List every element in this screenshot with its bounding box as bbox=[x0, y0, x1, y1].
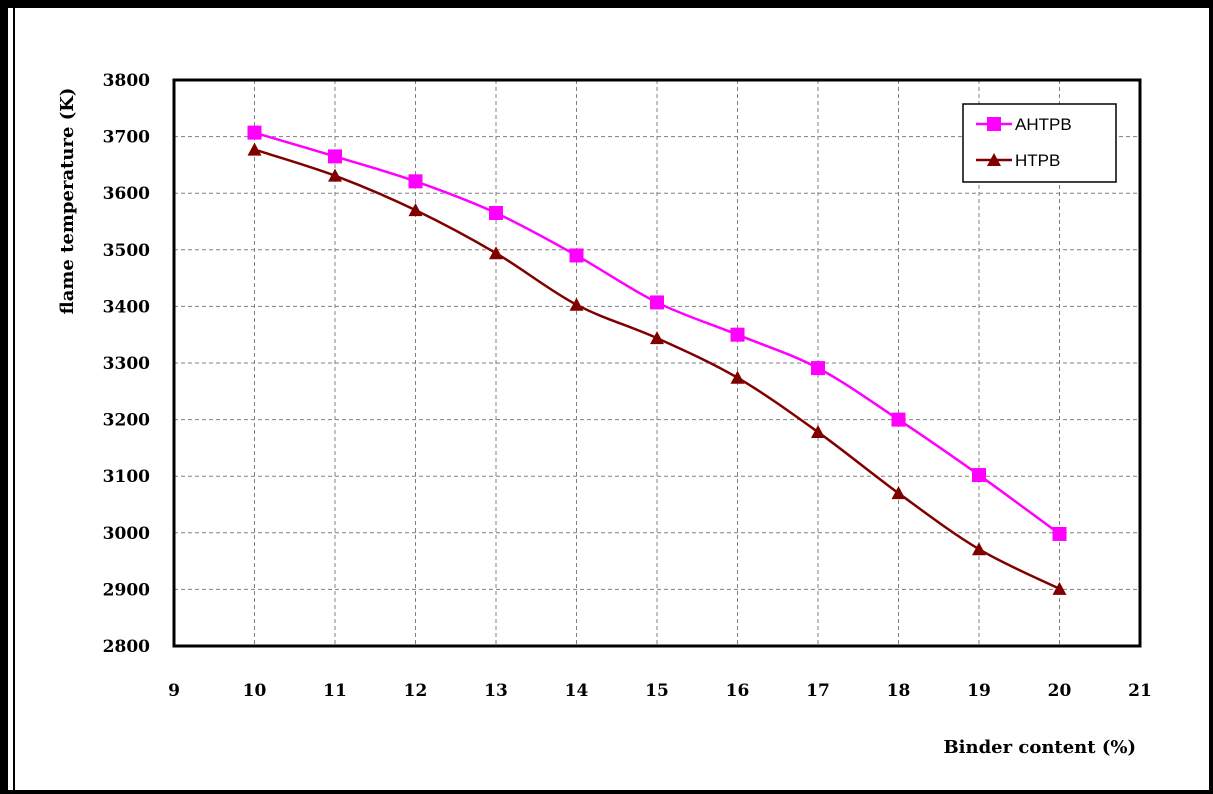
legend-item-ahtpb: AHTPB bbox=[976, 115, 1072, 134]
data-point-square bbox=[730, 327, 745, 342]
legend: AHTPB HTPB bbox=[962, 103, 1117, 183]
x-tick-label: 17 bbox=[806, 681, 830, 701]
y-tick-label: 3100 bbox=[103, 467, 150, 487]
data-point-square bbox=[408, 174, 423, 189]
y-tick-label: 2800 bbox=[103, 637, 150, 657]
data-point-triangle bbox=[891, 486, 906, 500]
series-ahtpb bbox=[247, 125, 1067, 541]
legend-label: AHTPB bbox=[1015, 115, 1072, 134]
x-tick-label: 21 bbox=[1128, 681, 1152, 701]
legend-item-htpb: HTPB bbox=[976, 151, 1060, 170]
data-point-triangle bbox=[1052, 581, 1067, 595]
y-tick-label: 3800 bbox=[103, 71, 150, 91]
y-axis-title: flame temperature (K) bbox=[57, 88, 78, 315]
y-tick-label: 3300 bbox=[103, 354, 150, 374]
x-tick-label: 16 bbox=[726, 681, 750, 701]
data-point-square bbox=[811, 361, 825, 376]
y-tick-label: 3500 bbox=[103, 241, 150, 261]
data-point-triangle bbox=[972, 542, 986, 556]
data-point-triangle bbox=[408, 203, 423, 217]
legend-label: HTPB bbox=[1015, 151, 1060, 170]
x-tick-label: 14 bbox=[565, 681, 589, 701]
y-tick-label: 3600 bbox=[103, 184, 150, 204]
x-tick-label: 13 bbox=[484, 681, 508, 701]
data-point-triangle bbox=[650, 331, 664, 345]
x-tick-label: 15 bbox=[645, 681, 669, 701]
y-tick-labels: 2800 2900 3000 3100 3200 3300 3400 3500 3600 3700… bbox=[103, 71, 150, 657]
series-htpb bbox=[247, 142, 1067, 595]
data-point-square bbox=[891, 412, 906, 427]
data-point-triangle bbox=[730, 370, 745, 384]
x-axis-title: Binder content (%) bbox=[943, 737, 1136, 758]
x-tick-labels: 9 10 11 12 13 14 15 16 17 18 19 20 21 bbox=[168, 681, 1152, 701]
data-point-square bbox=[328, 149, 342, 164]
data-point-square bbox=[972, 468, 986, 483]
data-point-square bbox=[247, 125, 262, 140]
x-tick-label: 12 bbox=[404, 681, 428, 701]
y-tick-label: 3400 bbox=[103, 297, 150, 317]
data-point-square bbox=[987, 117, 1001, 131]
x-tick-label: 11 bbox=[323, 681, 347, 701]
y-tick-label: 3200 bbox=[103, 411, 150, 431]
data-point-triangle bbox=[247, 142, 262, 156]
x-tick-label: 20 bbox=[1048, 681, 1072, 701]
data-point-square bbox=[489, 206, 503, 221]
plot-area bbox=[172, 78, 1142, 648]
x-tick-label: 19 bbox=[967, 681, 991, 701]
x-tick-label: 10 bbox=[243, 681, 267, 701]
y-tick-label: 2900 bbox=[103, 580, 150, 600]
data-point-triangle bbox=[987, 153, 1001, 166]
data-point-triangle bbox=[328, 168, 342, 182]
data-point-triangle bbox=[811, 425, 825, 439]
frame-inner-line bbox=[13, 8, 15, 794]
data-point-square bbox=[1052, 526, 1067, 541]
x-tick-label: 18 bbox=[887, 681, 911, 701]
y-tick-label: 3000 bbox=[103, 524, 150, 544]
x-tick-label: 9 bbox=[168, 681, 180, 701]
data-point-triangle bbox=[569, 297, 584, 311]
series-group bbox=[247, 125, 1067, 595]
data-point-square bbox=[569, 248, 584, 263]
data-point-triangle bbox=[489, 246, 503, 260]
data-point-square bbox=[650, 295, 664, 310]
y-tick-label: 3700 bbox=[103, 128, 150, 148]
